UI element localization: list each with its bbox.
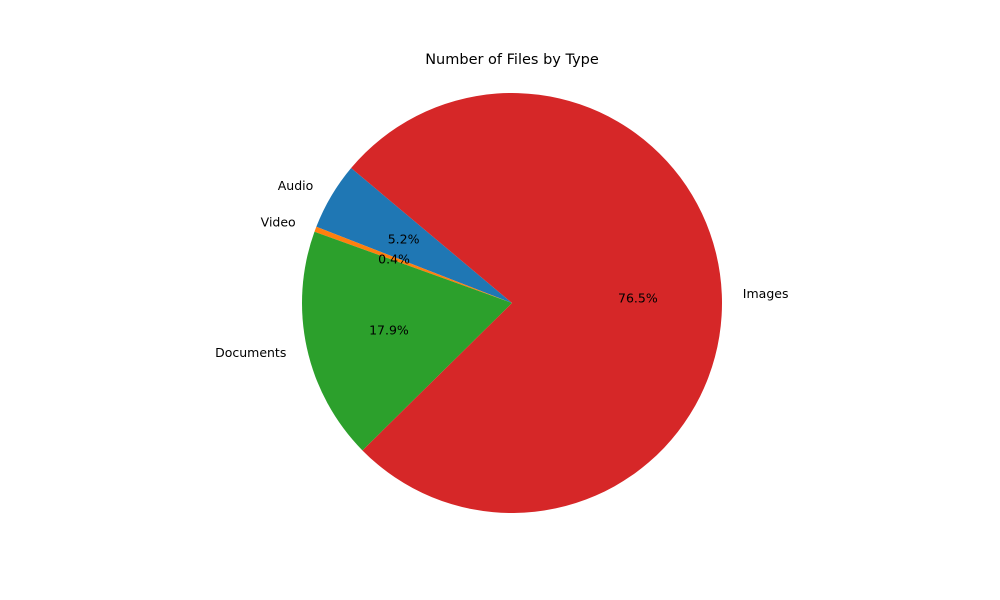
pie-slices	[301, 92, 722, 513]
slice-label-audio: Audio	[278, 178, 314, 193]
chart-title: Number of Files by Type	[425, 52, 599, 68]
pie-slice-documents	[301, 231, 512, 451]
pie-labels: Audio 5.2% Video 0.4% Documents 17.9% Images 76…	[215, 178, 788, 360]
slice-value-images: 76.5%	[618, 290, 658, 305]
slice-value-documents: 17.9%	[369, 323, 409, 338]
pie-slice-images	[351, 92, 722, 513]
pie-slice-audio	[316, 168, 512, 303]
pie-slice-video	[314, 226, 512, 303]
slice-value-audio: 5.2%	[388, 231, 420, 246]
slice-label-video: Video	[261, 214, 296, 229]
slice-value-video: 0.4%	[378, 251, 410, 266]
slice-label-documents: Documents	[215, 345, 286, 360]
slice-label-images: Images	[743, 286, 789, 301]
